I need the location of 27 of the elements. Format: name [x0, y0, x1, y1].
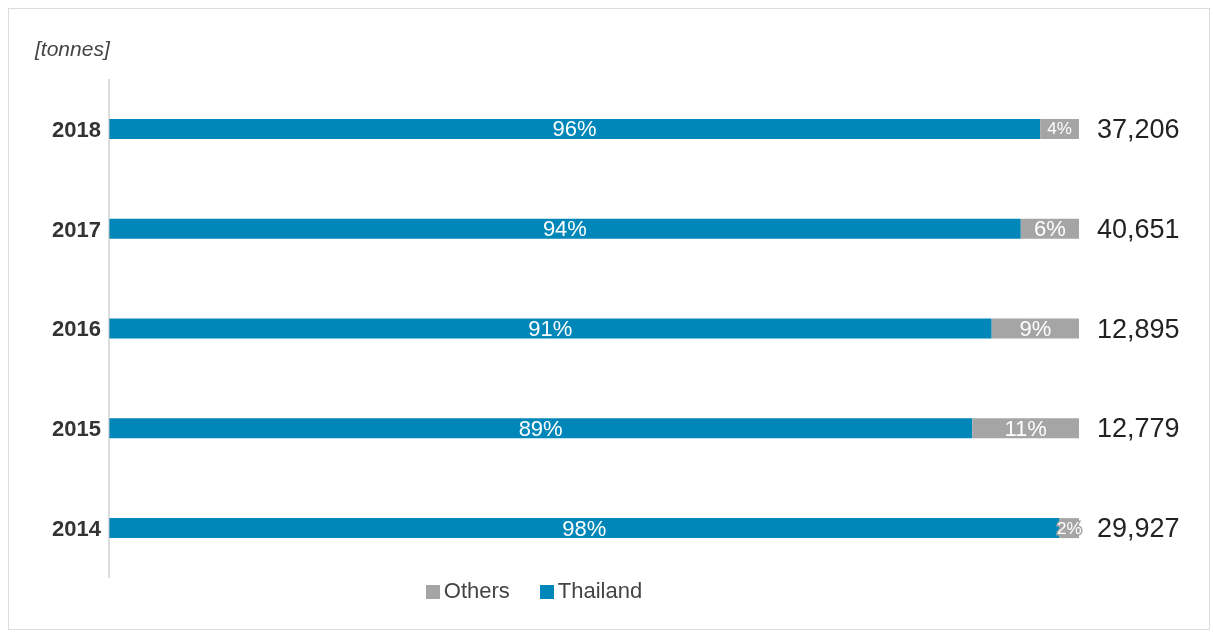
bar [109, 218, 1021, 239]
text: 12,895 [1097, 313, 1180, 344]
data-label: 98% [562, 515, 607, 541]
bar [109, 518, 1060, 539]
y-tick-label: 2015 [52, 416, 101, 442]
text: 37,206 [1097, 113, 1180, 144]
text: 40,651 [1097, 213, 1180, 244]
data-label: 91% [528, 316, 573, 342]
text: [tonnes] [35, 37, 110, 61]
data-label: 4% [1047, 119, 1072, 139]
text: 29,927 [1097, 513, 1180, 544]
y-tick-label: 2017 [52, 216, 101, 242]
bar [109, 418, 973, 439]
data-label: 89% [518, 415, 563, 441]
data-label: 9% [1019, 316, 1052, 342]
y-tick-label: 2014 [52, 515, 102, 541]
y-tick-label: 2018 [52, 116, 101, 142]
data-label: 96% [552, 116, 597, 142]
text: 12,779 [1097, 413, 1180, 444]
bar [109, 118, 1041, 139]
legend-label: Others [443, 578, 510, 603]
data-label: 11% [1004, 415, 1047, 441]
data-label: 94% [542, 216, 587, 242]
legend-label: Thailand [557, 578, 643, 603]
y-tick-label: 2016 [52, 316, 101, 342]
bar [109, 318, 992, 339]
data-label: 6% [1034, 216, 1066, 242]
